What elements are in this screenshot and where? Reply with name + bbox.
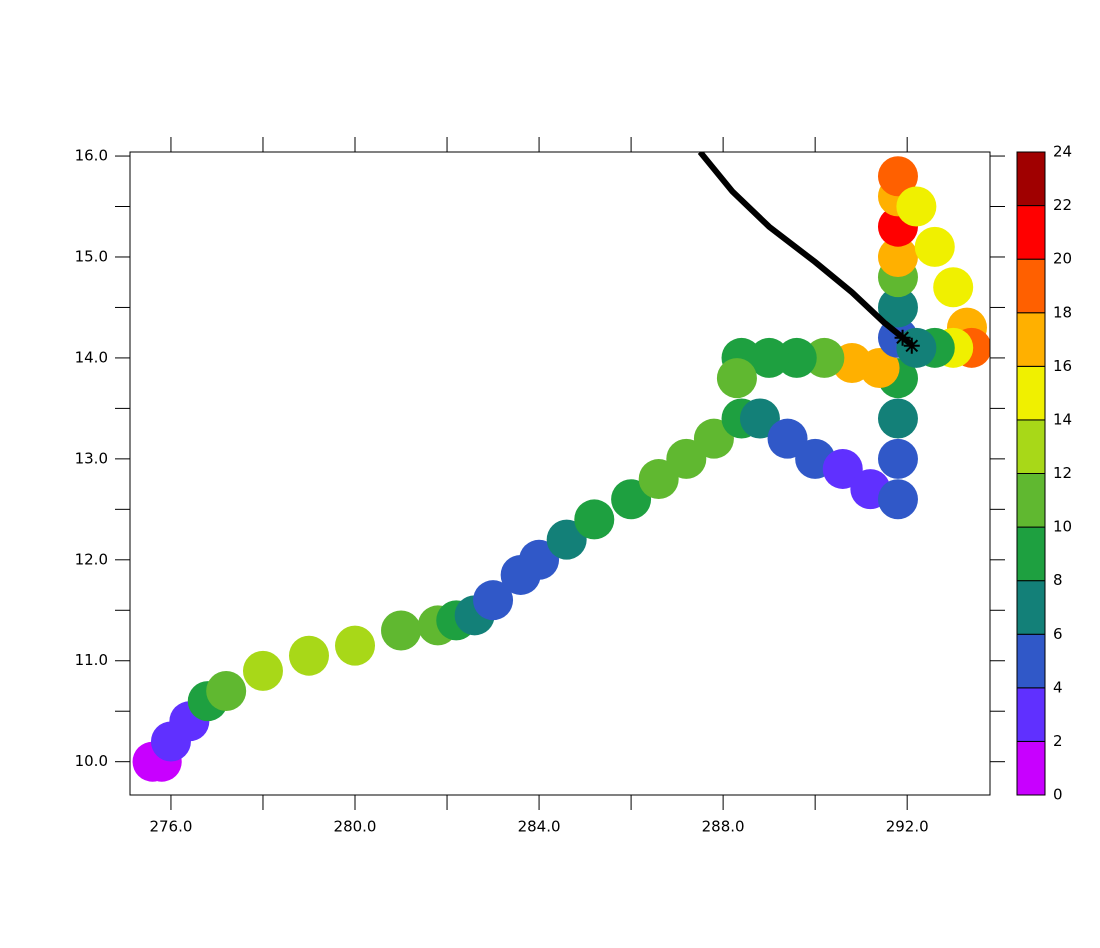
star-marker (894, 329, 911, 346)
track-point (473, 580, 514, 621)
track-point (666, 438, 707, 479)
plot-frame (129, 151, 991, 796)
star-marker (903, 337, 920, 354)
y-tick-label: 16.0 (75, 147, 108, 165)
track-point (767, 418, 808, 459)
track-point (914, 226, 955, 267)
y-tick-label: 10.0 (75, 752, 108, 770)
colorbar-box (1016, 151, 1046, 207)
y-tick-label: 13.0 (75, 449, 108, 467)
plot-layer (132, 152, 990, 782)
track-point (877, 156, 918, 197)
y-tick-label: 12.0 (75, 550, 108, 568)
track-point (335, 625, 376, 666)
track-point (822, 448, 863, 489)
colorbar-box (1016, 419, 1046, 474)
colorbar-box (1016, 526, 1046, 582)
colorbar-label: 12 (1053, 464, 1072, 482)
track-point (896, 186, 937, 227)
track-point (877, 398, 918, 439)
x-tick-label: 292.0 (886, 818, 929, 836)
x-tick-label: 288.0 (702, 818, 745, 836)
colorbar-box (1016, 740, 1046, 796)
colorbar-label: 2 (1053, 732, 1063, 750)
track-point (611, 479, 652, 520)
track-point (804, 337, 845, 378)
track-point (206, 671, 247, 712)
colorbar-box (1016, 633, 1046, 689)
track-point (693, 418, 734, 459)
colorbar-label: 6 (1053, 625, 1063, 643)
colorbar-label: 8 (1053, 571, 1063, 589)
track-point (739, 398, 780, 439)
track-point (546, 519, 587, 560)
colorbar-box (1016, 205, 1046, 260)
colorbar-label: 20 (1053, 250, 1072, 268)
colorbar-box (1016, 473, 1046, 528)
track-point (519, 539, 560, 580)
track-point (242, 650, 283, 691)
colorbar-label: 14 (1053, 410, 1072, 428)
track-point (638, 459, 679, 500)
track-point (877, 287, 918, 328)
track-point (877, 438, 918, 479)
colorbar-box (1016, 580, 1046, 635)
y-tick-label: 11.0 (75, 651, 108, 669)
track-point (933, 267, 974, 308)
x-tick-label: 284.0 (518, 818, 561, 836)
x-tick-label: 280.0 (334, 818, 377, 836)
track-point (574, 499, 615, 540)
colorbar-box (1016, 687, 1046, 742)
colorbar-label: 24 (1053, 143, 1072, 161)
x-tick-label: 276.0 (149, 818, 192, 836)
colorbar-box (1016, 258, 1046, 314)
colorbar-box (1016, 312, 1046, 367)
track-point (288, 635, 329, 676)
track-point (877, 236, 918, 277)
colorbar-label: 22 (1053, 196, 1072, 214)
colorbar-label: 10 (1053, 518, 1072, 536)
track-point (877, 479, 918, 520)
colorbar-box (1016, 365, 1046, 421)
trajectory-line (697, 152, 914, 348)
y-tick-label: 14.0 (75, 348, 108, 366)
track-point (716, 358, 757, 399)
colorbar-label: 18 (1053, 303, 1072, 321)
track-point (381, 610, 422, 651)
track-point (749, 337, 790, 378)
y-tick-label: 15.0 (75, 247, 108, 265)
colorbar-label: 0 (1053, 786, 1063, 804)
colorbar-label: 16 (1053, 357, 1072, 375)
colorbar-label: 4 (1053, 678, 1063, 696)
track-point (776, 337, 817, 378)
